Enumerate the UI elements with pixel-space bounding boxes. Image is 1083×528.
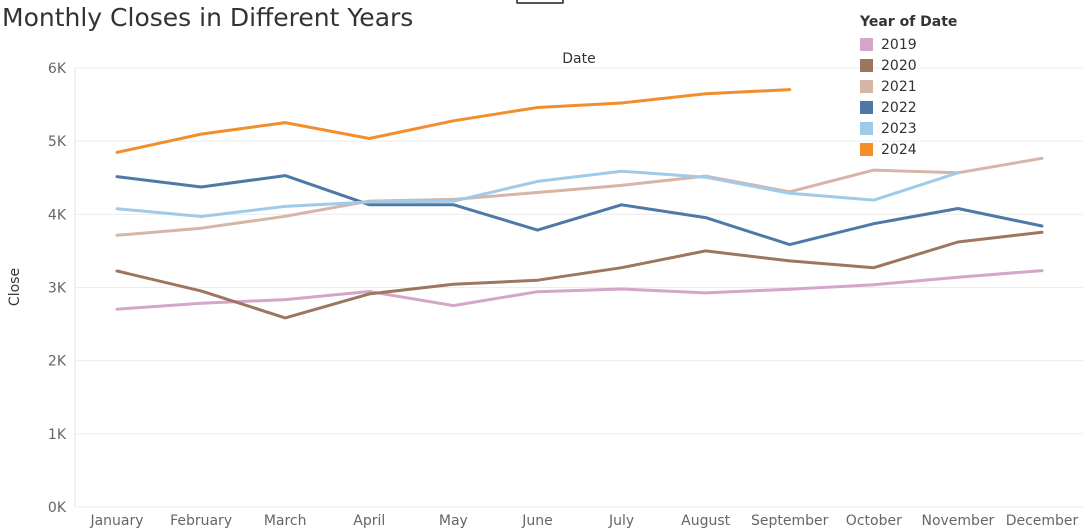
x-tick-label: December	[1006, 513, 1079, 528]
legend-label: 2023	[881, 120, 917, 137]
y-tick-label: 6K	[48, 61, 67, 77]
x-tick-label: October	[846, 513, 902, 528]
legend-swatch	[860, 38, 873, 51]
legend-item-2020[interactable]: 2020	[860, 55, 957, 76]
legend-item-2024[interactable]: 2024	[860, 139, 957, 160]
legend-item-2021[interactable]: 2021	[860, 76, 957, 97]
series-line-2024[interactable]	[115, 88, 792, 154]
x-tick-label: July	[608, 513, 634, 528]
legend-swatch	[860, 59, 873, 72]
x-axis-label: Date	[562, 51, 595, 67]
toolbar-handle[interactable]	[516, 0, 564, 4]
x-tick-label: January	[89, 513, 143, 528]
y-tick-label: 1K	[48, 427, 67, 443]
x-tick-label: February	[170, 513, 232, 528]
legend: Year of Date 2019 2020 2021 2022 2023 2024	[860, 14, 957, 160]
legend-swatch	[860, 143, 873, 156]
legend-swatch	[860, 122, 873, 135]
legend-item-2022[interactable]: 2022	[860, 97, 957, 118]
legend-item-2019[interactable]: 2019	[860, 34, 957, 55]
legend-label: 2020	[881, 57, 917, 74]
x-tick-label: August	[681, 513, 731, 528]
legend-swatch	[860, 101, 873, 114]
y-tick-label: 0K	[48, 500, 67, 516]
y-tick-label: 5K	[48, 134, 67, 150]
series-line-2022[interactable]	[115, 174, 1044, 247]
series-lines	[115, 88, 1044, 320]
x-tick-label: September	[751, 513, 829, 528]
y-axis-label: Close	[7, 268, 23, 306]
legend-label: 2022	[881, 99, 917, 116]
x-tick-label: June	[521, 513, 553, 528]
legend-swatch	[860, 80, 873, 93]
legend-title: Year of Date	[860, 14, 958, 30]
x-tick-label: November	[921, 513, 994, 528]
y-tick-label: 3K	[48, 281, 67, 297]
x-tick-label: April	[353, 513, 385, 528]
legend-label: 2021	[881, 78, 917, 95]
x-axis-ticks: January February March April May June July Augu…	[89, 513, 1078, 528]
chart-title: Monthly Closes in Different Years	[2, 3, 414, 32]
gridlines	[74, 67, 1083, 508]
x-tick-label: May	[439, 513, 468, 528]
y-tick-label: 2K	[48, 354, 67, 370]
series-line-2019[interactable]	[115, 269, 1044, 311]
series-line-2021[interactable]	[115, 156, 1044, 237]
legend-label: 2019	[881, 36, 917, 53]
series-line-2020[interactable]	[115, 230, 1044, 320]
series-line-2023[interactable]	[115, 169, 960, 218]
legend-label: 2024	[881, 141, 917, 158]
y-axis-ticks: 0K 1K 2K 3K 4K 5K 6K	[48, 61, 67, 516]
y-tick-label: 4K	[48, 207, 67, 223]
legend-item-2023[interactable]: 2023	[860, 118, 957, 139]
x-tick-label: March	[264, 513, 307, 528]
